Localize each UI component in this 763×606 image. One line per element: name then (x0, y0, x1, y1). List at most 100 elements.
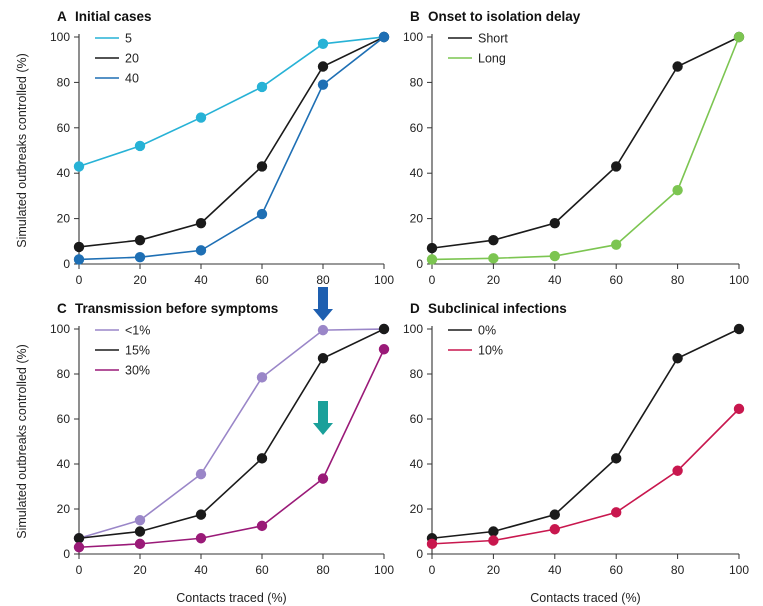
data-point (733, 31, 745, 43)
x-tick-label: 80 (316, 563, 330, 577)
x-tick-label: 80 (671, 563, 685, 577)
data-point (549, 509, 560, 520)
data-point (134, 526, 146, 537)
data-point (672, 61, 683, 72)
x-tick-label: 60 (610, 563, 624, 577)
x-tick-label: 40 (548, 563, 562, 577)
panel-a: A Initial cases 0 20 40 60 80 100 0 20 40 60 80 100 Si… (15, 9, 394, 287)
x-tick-label: 100 (374, 273, 394, 287)
panel-letter: D (410, 301, 420, 316)
series-line (431, 408, 740, 545)
data-point (733, 403, 745, 415)
data-point (256, 161, 268, 172)
x-tick-label: 80 (316, 273, 330, 287)
data-point (73, 533, 85, 544)
data-point (611, 507, 622, 518)
data-point (488, 234, 499, 246)
legend-label: 40 (125, 72, 139, 86)
legend-label: <1% (125, 324, 150, 338)
y-tick-label: 60 (57, 121, 71, 135)
y-tick-label: 100 (50, 30, 70, 44)
data-point (256, 81, 268, 93)
data-point (73, 254, 85, 265)
panel-title: Initial cases (75, 9, 152, 24)
y-tick-label: 20 (410, 502, 424, 516)
data-point (488, 535, 499, 546)
y-tick-label: 0 (416, 257, 423, 271)
y-tick-label: 80 (410, 367, 424, 381)
y-tick-label: 60 (410, 412, 424, 426)
data-point (549, 524, 560, 535)
series-line (78, 36, 385, 168)
x-tick-label: 40 (194, 273, 208, 287)
data-point (317, 324, 329, 336)
data-point (256, 372, 268, 383)
data-point (73, 241, 85, 253)
x-tick-label: 0 (76, 563, 83, 577)
y-tick-label: 60 (410, 121, 424, 135)
data-point (317, 61, 329, 72)
x-tick-label: 0 (76, 273, 83, 287)
x-tick-label: 40 (194, 563, 208, 577)
data-point (672, 185, 683, 196)
x-tick-label: 100 (374, 563, 394, 577)
series-line (431, 328, 740, 540)
data-point (378, 31, 390, 43)
y-tick-label: 40 (57, 166, 71, 180)
y-tick-label: 40 (57, 457, 71, 471)
data-point (611, 453, 622, 464)
panel-title: Transmission before symptoms (75, 301, 278, 316)
data-point (426, 254, 438, 265)
panel-letter: C (57, 301, 67, 316)
x-tick-label: 100 (729, 563, 749, 577)
y-tick-label: 20 (410, 212, 424, 226)
panel-title: Onset to isolation delay (428, 9, 581, 24)
y-tick-label: 80 (57, 367, 71, 381)
x-tick-label: 60 (255, 563, 269, 577)
data-point (195, 217, 207, 229)
data-point (317, 473, 329, 484)
x-tick-label: 100 (729, 273, 749, 287)
series-line (78, 328, 385, 540)
panel-letter: B (410, 9, 420, 24)
data-point (195, 112, 207, 123)
panel-c: C Transmission before symptoms 0 20 40 60 80 10… (15, 287, 394, 605)
panel-b: B Onset to isolation delay 0 20 40 60 80 100 0 20… (403, 9, 749, 287)
data-point (317, 353, 329, 364)
x-tick-label: 0 (429, 563, 436, 577)
series-line (78, 36, 385, 261)
y-tick-label: 100 (403, 30, 423, 44)
x-tick-label: 80 (671, 273, 685, 287)
x-tick-label: 20 (487, 273, 501, 287)
y-axis-label: Simulated outbreaks controlled (%) (15, 53, 29, 248)
x-axis-label: Contacts traced (%) (176, 591, 286, 605)
x-tick-label: 40 (548, 273, 562, 287)
series-line (431, 36, 740, 261)
data-point (195, 533, 207, 544)
y-tick-label: 40 (410, 166, 424, 180)
data-point (426, 538, 438, 550)
data-point (73, 542, 85, 553)
series-line (431, 36, 740, 249)
y-tick-label: 100 (403, 322, 423, 336)
panel-d: D Subclinical infections 0 20 40 60 80 100 0 20 40… (403, 301, 749, 605)
data-point (195, 245, 207, 256)
data-point (134, 538, 146, 550)
down-arrow-icon (313, 401, 333, 435)
data-point (672, 353, 683, 364)
legend-label: 15% (125, 344, 150, 358)
y-tick-label: 60 (57, 412, 71, 426)
y-tick-label: 80 (410, 75, 424, 89)
data-point (549, 250, 560, 262)
y-tick-label: 40 (410, 457, 424, 471)
y-tick-label: 0 (416, 547, 423, 561)
data-point (134, 251, 146, 263)
legend-label: 10% (478, 344, 503, 358)
data-point (195, 509, 207, 520)
legend-label: Long (478, 52, 506, 66)
data-point (256, 208, 268, 220)
down-arrow-icon (313, 287, 333, 321)
data-point (672, 465, 683, 476)
y-tick-label: 20 (57, 502, 71, 516)
